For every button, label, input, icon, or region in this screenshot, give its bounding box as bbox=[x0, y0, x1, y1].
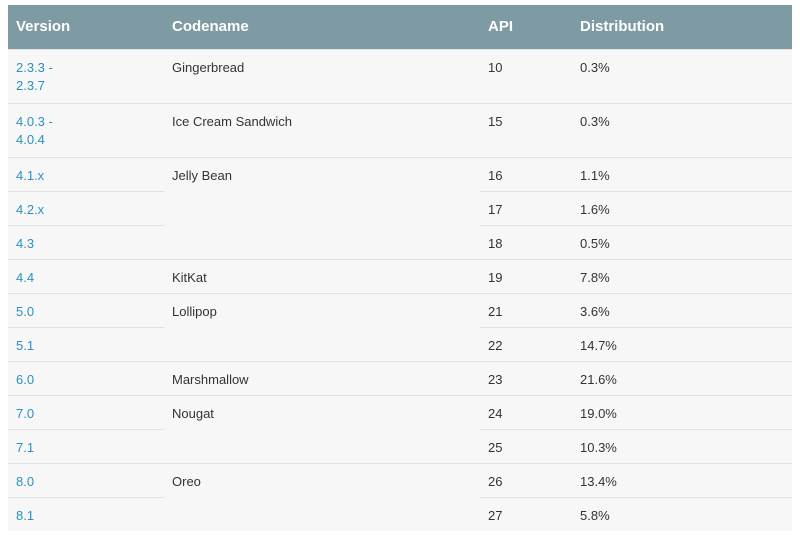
codename-cell: Lollipop bbox=[164, 292, 480, 361]
header-codename: Codename bbox=[164, 5, 480, 49]
distribution-cell: 19.0% bbox=[572, 394, 792, 429]
api-cell: 16 bbox=[480, 156, 572, 191]
api-cell: 25 bbox=[480, 428, 572, 463]
api-cell: 19 bbox=[480, 258, 572, 293]
distribution-table-container: Version Codename API Distribution 2.3.3 … bbox=[8, 5, 792, 531]
header-api: API bbox=[480, 5, 572, 49]
api-cell: 15 bbox=[480, 102, 572, 157]
version-link[interactable]: 8.1 bbox=[8, 496, 164, 531]
table-row: 7.0 Nougat 24 19.0% bbox=[8, 394, 792, 463]
table-row: 4.4 KitKat 19 7.8% bbox=[8, 258, 792, 293]
distribution-cell: 13.4% bbox=[572, 462, 792, 497]
api-cell: 10 bbox=[480, 48, 572, 103]
api-cell: 23 bbox=[480, 360, 572, 395]
table-row: 5.1 22 14.7% bbox=[8, 326, 792, 361]
distribution-cell: 0.3% bbox=[572, 48, 792, 103]
version-link[interactable]: 4.3 bbox=[8, 224, 164, 259]
table-row: 7.1 25 10.3% bbox=[8, 428, 792, 463]
header-version: Version bbox=[8, 5, 164, 49]
version-link[interactable]: 4.4 bbox=[8, 258, 164, 293]
table-row: 4.0.3 - 4.0.4 Ice Cream Sandwich 15 0.3% bbox=[8, 102, 792, 157]
table-row: 4.2.x 17 1.6% bbox=[8, 190, 792, 225]
table-row: 4.1.x Jelly Bean 16 1.1% bbox=[8, 156, 792, 259]
version-link[interactable]: 2.3.3 - 2.3.7 bbox=[8, 48, 164, 103]
header-row: Version Codename API Distribution bbox=[8, 5, 792, 49]
api-cell: 27 bbox=[480, 496, 572, 531]
distribution-cell: 1.1% bbox=[572, 156, 792, 191]
header-distribution: Distribution bbox=[572, 5, 792, 49]
distribution-cell: 7.8% bbox=[572, 258, 792, 293]
api-cell: 17 bbox=[480, 190, 572, 225]
version-link[interactable]: 4.1.x bbox=[8, 156, 164, 191]
table-row: 2.3.3 - 2.3.7 Gingerbread 10 0.3% bbox=[8, 48, 792, 103]
codename-cell: Oreo bbox=[164, 462, 480, 531]
table-body: 2.3.3 - 2.3.7 Gingerbread 10 0.3% 4.0.3 … bbox=[8, 48, 792, 531]
table-header: Version Codename API Distribution bbox=[8, 5, 792, 49]
version-link[interactable]: 6.0 bbox=[8, 360, 164, 395]
table-row: 6.0 Marshmallow 23 21.6% bbox=[8, 360, 792, 395]
table-row: 4.3 18 0.5% bbox=[8, 224, 792, 259]
api-cell: 26 bbox=[480, 462, 572, 497]
version-text: 2.3.3 - 2.3.7 bbox=[16, 59, 53, 93]
version-link[interactable]: 8.0 bbox=[8, 462, 164, 497]
distribution-cell: 3.6% bbox=[572, 292, 792, 327]
table-row: 5.0 Lollipop 21 3.6% bbox=[8, 292, 792, 361]
codename-cell: KitKat bbox=[164, 258, 480, 293]
codename-cell: Gingerbread bbox=[164, 48, 480, 103]
table-row: 8.1 27 5.8% bbox=[8, 496, 792, 531]
codename-cell: Marshmallow bbox=[164, 360, 480, 395]
version-link[interactable]: 7.0 bbox=[8, 394, 164, 429]
api-cell: 21 bbox=[480, 292, 572, 327]
distribution-cell: 10.3% bbox=[572, 428, 792, 463]
version-link[interactable]: 4.2.x bbox=[8, 190, 164, 225]
version-link[interactable]: 5.1 bbox=[8, 326, 164, 361]
codename-cell: Jelly Bean bbox=[164, 156, 480, 259]
codename-cell: Ice Cream Sandwich bbox=[164, 102, 480, 157]
platform-distribution-table: Version Codename API Distribution 2.3.3 … bbox=[8, 5, 792, 531]
distribution-cell: 21.6% bbox=[572, 360, 792, 395]
version-link[interactable]: 4.0.3 - 4.0.4 bbox=[8, 102, 164, 157]
distribution-cell: 1.6% bbox=[572, 190, 792, 225]
distribution-cell: 14.7% bbox=[572, 326, 792, 361]
distribution-cell: 5.8% bbox=[572, 496, 792, 531]
api-cell: 18 bbox=[480, 224, 572, 259]
version-link[interactable]: 7.1 bbox=[8, 428, 164, 463]
distribution-cell: 0.3% bbox=[572, 102, 792, 157]
distribution-cell: 0.5% bbox=[572, 224, 792, 259]
api-cell: 22 bbox=[480, 326, 572, 361]
table-row: 8.0 Oreo 26 13.4% bbox=[8, 462, 792, 531]
api-cell: 24 bbox=[480, 394, 572, 429]
codename-cell: Nougat bbox=[164, 394, 480, 463]
version-text: 4.0.3 - 4.0.4 bbox=[16, 113, 53, 147]
version-link[interactable]: 5.0 bbox=[8, 292, 164, 327]
